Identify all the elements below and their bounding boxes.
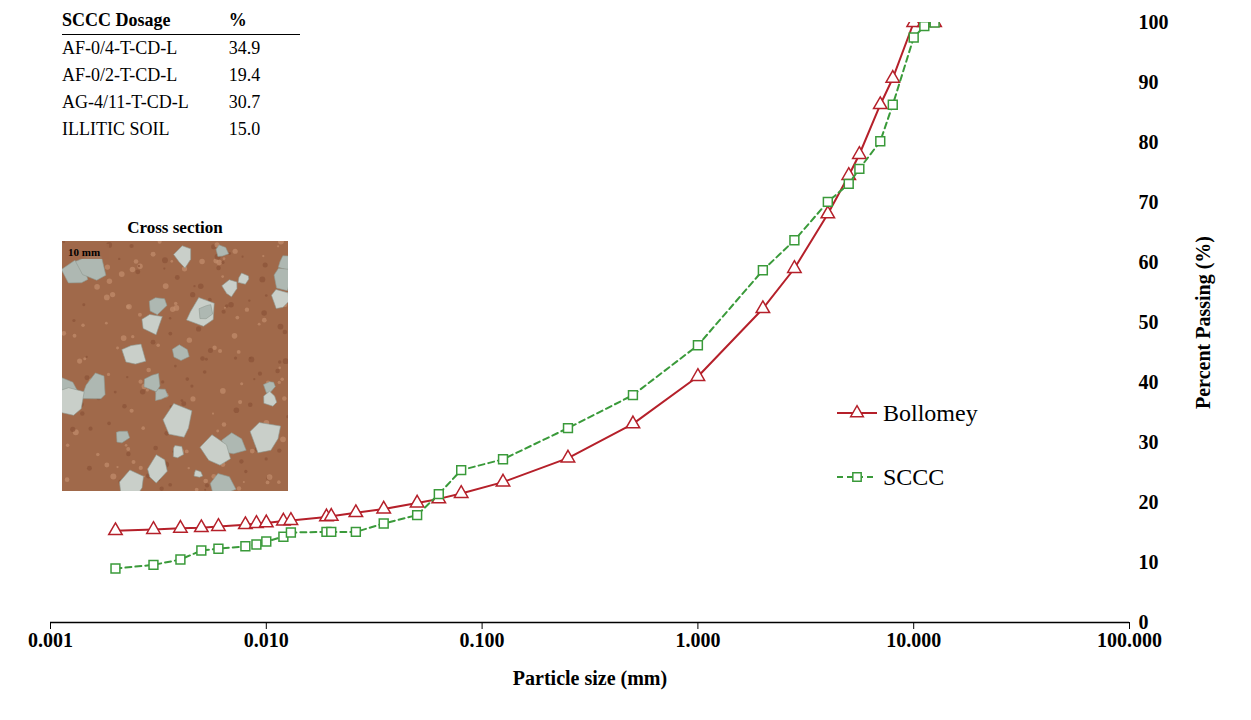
svg-text:100: 100 xyxy=(1139,11,1169,33)
html-text:30.7: 30.7 xyxy=(228,92,261,112)
html-text:Cross section: Cross section xyxy=(127,218,223,237)
svg-text:30: 30 xyxy=(1139,431,1159,453)
html-text:15.0: 15.0 xyxy=(228,119,261,139)
html-text:AG-4/11-T-CD-L: AG-4/11-T-CD-L xyxy=(62,92,189,112)
html-text:19.4: 19.4 xyxy=(228,65,261,85)
svg-text:1.000: 1.000 xyxy=(675,629,720,651)
svg-text:80: 80 xyxy=(1139,131,1159,153)
svg-text:20: 20 xyxy=(1139,491,1159,513)
svg-text:0.001: 0.001 xyxy=(28,629,73,651)
svg-text:60: 60 xyxy=(1139,251,1159,273)
html-text:Bollomey: Bollomey xyxy=(883,399,978,426)
svg-text:90: 90 xyxy=(1139,71,1159,93)
html-text:AF-0/2-T-CD-L: AF-0/2-T-CD-L xyxy=(62,65,178,85)
svg-text:Particle size (mm): Particle size (mm) xyxy=(513,667,667,690)
html-text:SCCC Dosage: SCCC Dosage xyxy=(62,10,171,30)
svg-text:Percent Passing (%): Percent Passing (%) xyxy=(1192,236,1215,409)
svg-text:50: 50 xyxy=(1139,311,1159,333)
svg-text:0.010: 0.010 xyxy=(244,629,289,651)
svg-text:10.000: 10.000 xyxy=(886,629,941,651)
svg-text:0: 0 xyxy=(1138,610,1149,633)
html-text:AF-0/4-T-CD-L: AF-0/4-T-CD-L xyxy=(62,38,178,58)
svg-text:0.100: 0.100 xyxy=(460,629,505,651)
svg-text:100.000: 100.000 xyxy=(1097,629,1162,651)
html-text:34.9: 34.9 xyxy=(228,38,261,58)
svg-text:70: 70 xyxy=(1139,191,1159,213)
html-text:SCCC: SCCC xyxy=(883,463,945,490)
svg-text:10: 10 xyxy=(1139,551,1159,573)
html-text:ILLITIC SOIL: ILLITIC SOIL xyxy=(62,119,170,139)
svg-text:10 mm: 10 mm xyxy=(68,246,100,258)
svg-text:40: 40 xyxy=(1139,371,1159,393)
